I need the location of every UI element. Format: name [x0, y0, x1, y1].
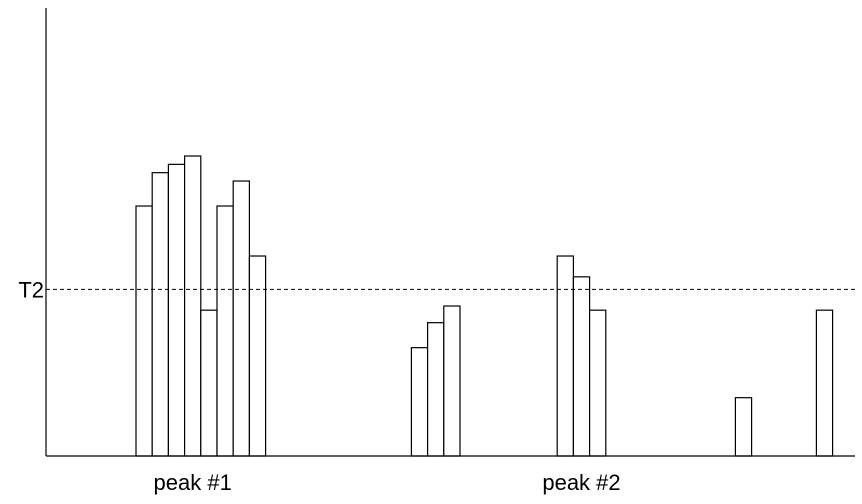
bar-4 [184, 155, 202, 457]
bar-group [135, 155, 834, 457]
bar-15 [734, 397, 753, 457]
bar-9 [410, 347, 429, 457]
bar-11 [443, 305, 461, 457]
bar-10 [427, 322, 445, 457]
bar-7 [232, 180, 250, 457]
annotation-peak-1: peak #1 [154, 470, 232, 495]
bar-13 [572, 276, 591, 457]
bar-1 [135, 205, 153, 457]
annotation-group: peak #1 peak #2 [154, 470, 621, 495]
bar-12 [556, 255, 575, 457]
bar-3 [167, 163, 186, 457]
bar-16 [815, 309, 834, 457]
bar-5 [200, 309, 218, 457]
bar-14 [588, 309, 607, 457]
bar-6 [216, 205, 234, 457]
annotation-peak-2: peak #2 [542, 470, 620, 495]
bar-2 [151, 172, 169, 457]
threshold-label: T2 [18, 277, 44, 302]
bar-8 [248, 255, 267, 457]
